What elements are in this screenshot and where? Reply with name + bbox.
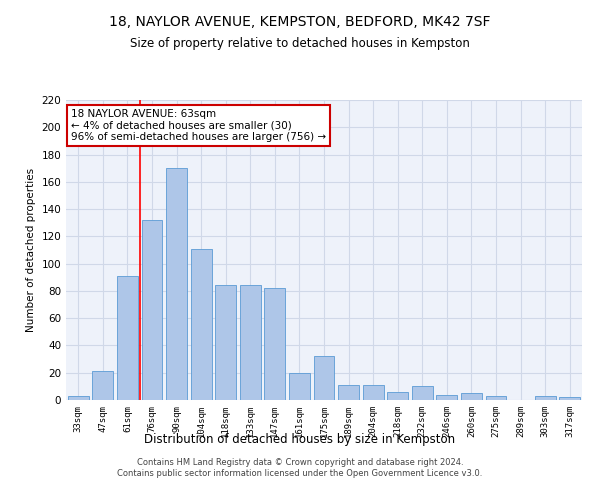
- Bar: [362, 385, 383, 400]
- Text: Distribution of detached houses by size in Kempston: Distribution of detached houses by size …: [145, 432, 455, 446]
- Bar: [387, 392, 408, 400]
- Text: Size of property relative to detached houses in Kempston: Size of property relative to detached ho…: [130, 38, 470, 51]
- Bar: [265, 288, 286, 400]
- Bar: [461, 393, 482, 400]
- Text: 18, NAYLOR AVENUE, KEMPSTON, BEDFORD, MK42 7SF: 18, NAYLOR AVENUE, KEMPSTON, BEDFORD, MK…: [109, 15, 491, 29]
- Bar: [314, 356, 334, 400]
- Bar: [68, 396, 89, 400]
- Bar: [142, 220, 163, 400]
- Bar: [289, 372, 310, 400]
- Bar: [485, 396, 506, 400]
- Bar: [215, 286, 236, 400]
- Bar: [436, 394, 457, 400]
- Y-axis label: Number of detached properties: Number of detached properties: [26, 168, 36, 332]
- Bar: [412, 386, 433, 400]
- Text: Contains HM Land Registry data © Crown copyright and database right 2024.
Contai: Contains HM Land Registry data © Crown c…: [118, 458, 482, 477]
- Bar: [559, 398, 580, 400]
- Text: 18 NAYLOR AVENUE: 63sqm
← 4% of detached houses are smaller (30)
96% of semi-det: 18 NAYLOR AVENUE: 63sqm ← 4% of detached…: [71, 109, 326, 142]
- Bar: [92, 372, 113, 400]
- Bar: [117, 276, 138, 400]
- Bar: [338, 385, 359, 400]
- Bar: [535, 396, 556, 400]
- Bar: [240, 286, 261, 400]
- Bar: [191, 248, 212, 400]
- Bar: [166, 168, 187, 400]
